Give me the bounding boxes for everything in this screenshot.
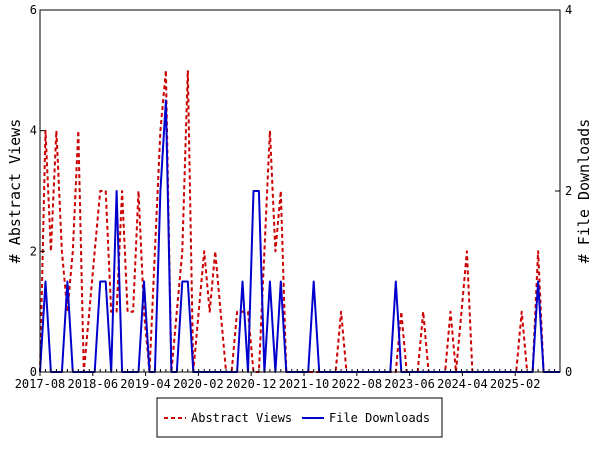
right-axis-tick-label: 2 bbox=[565, 184, 572, 198]
right-axis-title: # File Downloads bbox=[575, 119, 593, 264]
left-axis-ticks: 0 2 4 6 bbox=[30, 3, 45, 379]
x-tick-label: 2024-04 bbox=[437, 377, 488, 391]
x-ticks: 2017-08 2018-06 2019-04 2020-02 2020-12 2021-… bbox=[15, 369, 561, 391]
legend-label-abstract-views: Abstract Views bbox=[191, 411, 292, 425]
x-tick-label: 2017-08 bbox=[15, 377, 66, 391]
right-axis-tick-label: 4 bbox=[565, 3, 572, 17]
series-group bbox=[39, 69, 560, 373]
x-tick-label: 2023-06 bbox=[384, 377, 435, 391]
x-tick-label: 2019-04 bbox=[120, 377, 171, 391]
legend-box bbox=[156, 397, 443, 438]
right-axis-ticks: 0 2 4 bbox=[555, 3, 572, 379]
plot-frame bbox=[39, 9, 561, 373]
left-axis-tick-label: 4 bbox=[30, 124, 37, 138]
left-axis-title: # Abstract Views bbox=[6, 119, 24, 264]
x-tick-label: 2020-02 bbox=[173, 377, 224, 391]
x-tick-label: 2020-12 bbox=[226, 377, 277, 391]
x-tick-label: 2021-10 bbox=[279, 377, 330, 391]
series-line-file-downloads bbox=[39, 99, 560, 373]
left-axis-tick-label: 6 bbox=[30, 3, 37, 17]
x-tick-label: 2022-08 bbox=[332, 377, 383, 391]
legend: Abstract Views File Downloads bbox=[156, 397, 443, 438]
left-axis-tick-label: 2 bbox=[30, 244, 37, 258]
left-axis-tick-label: 0 bbox=[30, 365, 37, 379]
right-axis-tick-label: 0 bbox=[565, 365, 572, 379]
x-tick-label: 2018-06 bbox=[68, 377, 119, 391]
x-tick-label: 2025-02 bbox=[490, 377, 541, 391]
legend-label-file-downloads: File Downloads bbox=[329, 411, 430, 425]
